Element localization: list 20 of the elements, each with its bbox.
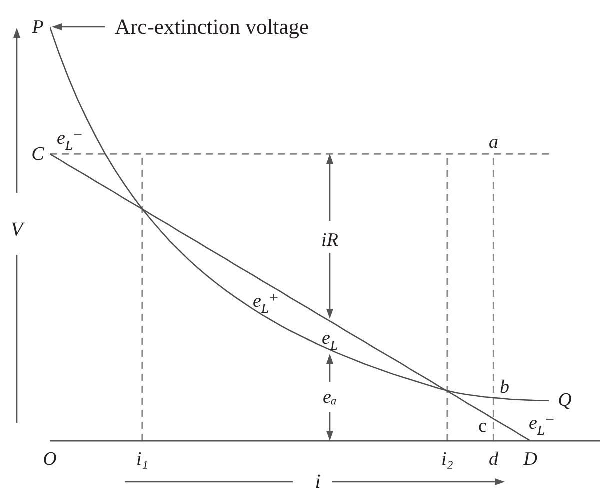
annotation: Arc-extinction voltage — [115, 15, 310, 39]
annotation: e$_{L}$⁻ — [56, 128, 84, 153]
x-tick-label: i₁ — [136, 448, 148, 470]
text: Q — [558, 390, 572, 410]
annotation: c — [478, 416, 487, 437]
x-tick-label: O — [43, 448, 58, 470]
annotation: iR — [322, 230, 339, 250]
annotation: e$_{L}$⁺ — [252, 290, 280, 316]
annotation: a — [488, 132, 498, 153]
x-tick-label: D — [522, 448, 538, 470]
annotation: e$_{L}$ — [322, 328, 338, 353]
annotation: P — [31, 16, 44, 38]
annotation: eₐ — [323, 386, 337, 408]
annotation: C — [32, 144, 45, 165]
y-axis-title: V — [10, 219, 26, 241]
x-axis-title: i — [315, 471, 321, 492]
x-tick-label: i₂ — [442, 448, 454, 470]
annotation: e$_{L}$⁻ — [528, 412, 556, 438]
annotation: b — [500, 376, 510, 398]
x-tick-label: d — [488, 448, 499, 470]
